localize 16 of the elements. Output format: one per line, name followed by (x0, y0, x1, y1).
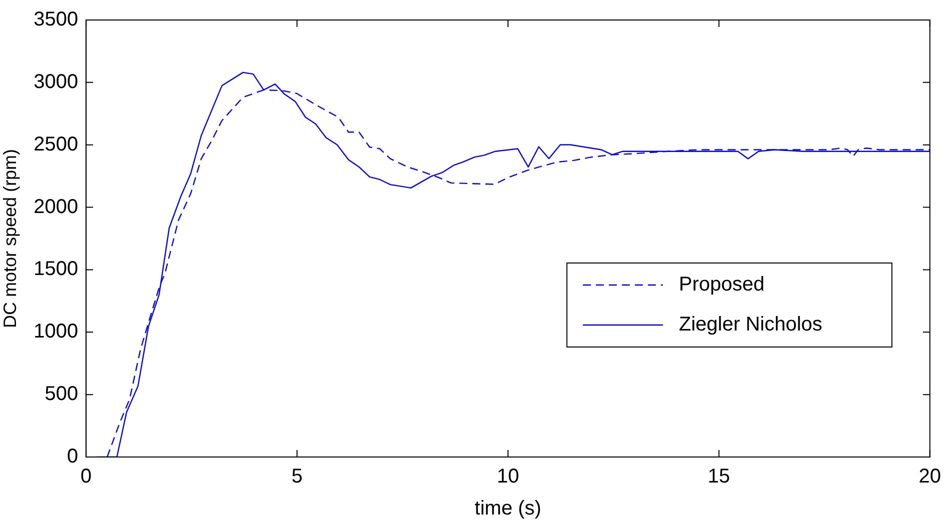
y-tick-label: 2000 (34, 196, 78, 218)
y-tick-label: 0 (66, 446, 78, 468)
legend-label: Ziegler Nicholos (678, 314, 822, 336)
y-tick-label: 1500 (34, 258, 78, 280)
y-tick-label: 1000 (34, 320, 78, 343)
y-tick-label: 3000 (34, 70, 78, 93)
x-tick-label: 20 (918, 466, 941, 488)
x-tick-label: 10 (496, 466, 520, 488)
y-axis-title: DC motor speed (rpm) (0, 148, 20, 328)
y-tick-label: 500 (44, 383, 78, 406)
x-tick-label: 15 (708, 466, 730, 488)
x-tick-label: 5 (291, 466, 303, 488)
legend-label: Proposed (678, 274, 764, 296)
x-axis-title: time (s) (474, 498, 542, 520)
y-tick-label: 3500 (34, 8, 78, 31)
y-tick-label: 2500 (34, 133, 78, 156)
